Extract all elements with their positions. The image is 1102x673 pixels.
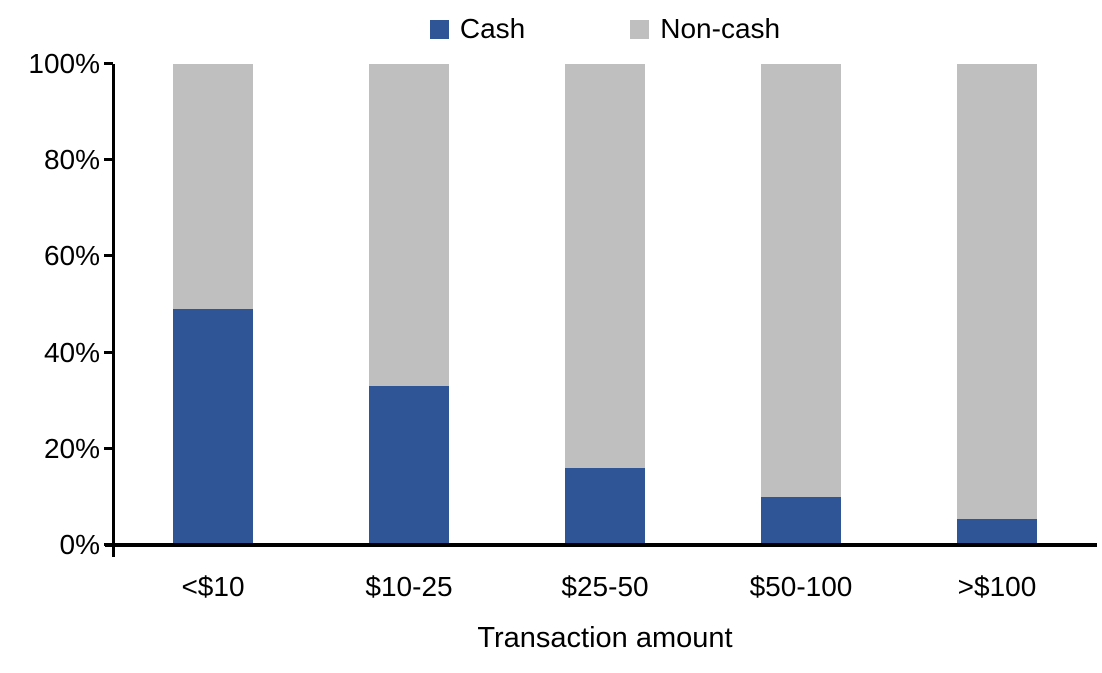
y-tick-label: 40% — [43, 336, 100, 368]
x-tick-label: $50-100 — [749, 571, 853, 602]
bar-stack-3 — [565, 64, 645, 545]
bar-slot — [115, 64, 311, 545]
non-cash-segment — [957, 64, 1037, 519]
y-tick-label: 20% — [43, 432, 100, 464]
non-cash-segment — [173, 64, 253, 310]
bar-stack-5 — [957, 64, 1037, 545]
cash-segment — [565, 468, 645, 545]
x-tick-label: <$10 — [181, 571, 245, 602]
legend-item-cash: Cash — [429, 10, 526, 48]
bar-slot — [507, 64, 703, 545]
legend-label-non-cash: Non-cash — [660, 13, 781, 44]
non-cash-segment — [565, 64, 645, 469]
bar-stack-4 — [761, 64, 841, 545]
y-tick-mark — [104, 62, 113, 65]
non-cash-segment — [761, 64, 841, 497]
legend-label-cash: Cash — [459, 13, 526, 44]
cash-segment — [957, 518, 1037, 545]
y-tick-label: 0% — [59, 529, 100, 560]
x-axis-line — [105, 543, 1097, 547]
y-tick-mark — [104, 350, 113, 354]
bar-slot — [899, 64, 1095, 545]
cash-segment — [173, 309, 253, 545]
bar-stack-2 — [369, 64, 449, 545]
y-tick-label: 100% — [28, 48, 100, 79]
bar-slot — [311, 64, 507, 545]
cash-swatch-icon — [429, 19, 449, 39]
legend: Cash Non-cash — [115, 10, 1095, 48]
y-axis-line — [112, 64, 115, 557]
x-tick-label: >$100 — [957, 571, 1037, 602]
legend-item-non-cash: Non-cash — [630, 10, 780, 48]
bar-stack-1 — [173, 64, 253, 545]
x-tick-label: $10-25 — [365, 571, 453, 602]
y-tick-label: 80% — [43, 144, 100, 176]
y-tick-mark — [104, 158, 113, 162]
x-tick-label: $25-50 — [561, 571, 649, 602]
x-axis-labels: <$10 $10-25 $25-50 $50-100 >$100 — [115, 571, 1095, 603]
x-axis-title: Transaction amount — [477, 622, 733, 654]
bar-slot — [703, 64, 899, 545]
y-tick-mark — [104, 254, 113, 258]
y-tick-label: 60% — [43, 240, 100, 272]
plot-area — [115, 64, 1095, 545]
non-cash-segment — [369, 64, 449, 387]
y-axis-labels: 0% 20% 40% 60% 80% 100% — [0, 0, 113, 673]
cash-segment — [369, 386, 449, 545]
cash-segment — [761, 496, 841, 545]
non-cash-swatch-icon — [630, 19, 650, 39]
y-tick-mark — [104, 446, 113, 450]
